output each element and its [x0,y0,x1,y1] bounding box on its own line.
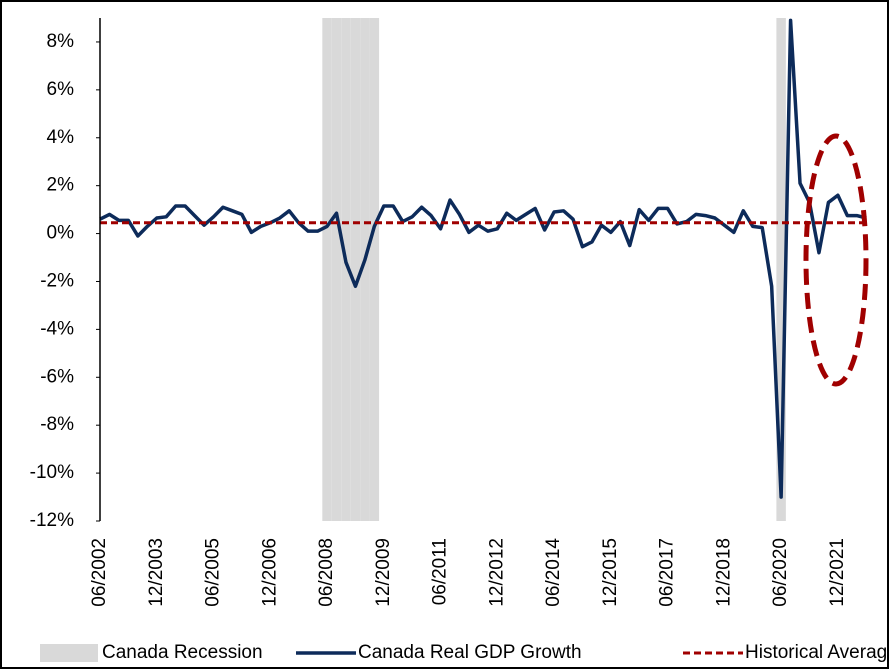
recession-bar [360,18,370,521]
y-tick-label: -12% [30,510,74,531]
x-tick-label: 12/2009 [373,538,394,607]
x-tick-label: 06/2011 [430,538,451,605]
x-tick-label: 12/2015 [600,538,621,607]
legend-label: Canada Real GDP Growth [358,642,582,663]
x-tick-label: 06/2020 [770,538,791,607]
plot-area [99,18,867,521]
y-tick-label: 4% [47,127,75,148]
y-tick-label: -8% [40,414,74,435]
recession-bar [331,18,342,521]
recession-bar [776,18,786,521]
highlight-ellipse [803,133,869,387]
y-tick-label: -4% [40,318,74,339]
x-tick-label: 06/2008 [316,538,337,607]
x-tick-label: 12/2012 [486,538,507,607]
recession-bar [341,18,351,521]
x-tick-label: 06/2014 [543,538,564,607]
y-tick-label: 8% [47,31,75,52]
legend: Canada Recession Canada Real GDP Growth Hi… [40,642,889,663]
recession-bar [322,18,332,521]
x-tick-label: 12/2003 [146,538,167,607]
legend-label: Historical Average [745,642,889,663]
y-tick-label: -2% [40,270,74,291]
y-tick-label: 0% [47,223,75,244]
x-tick-label: 06/2017 [657,538,678,607]
recession-bar [369,18,380,521]
x-tick-label: 06/2005 [203,538,224,607]
legend-swatch [40,644,98,662]
y-tick-label: -10% [30,462,74,483]
x-tick-label: 12/2018 [713,538,734,607]
x-tick-label: 12/2006 [259,538,280,607]
y-tick-label: 6% [47,79,75,100]
y-tick-label: -6% [40,366,74,387]
legend-label: Canada Recession [102,642,263,663]
recession-bar [350,18,361,521]
y-tick-label: 2% [47,175,75,196]
x-tick-label: 06/2002 [89,538,110,607]
x-tick-label: 12/2021 [827,538,848,607]
